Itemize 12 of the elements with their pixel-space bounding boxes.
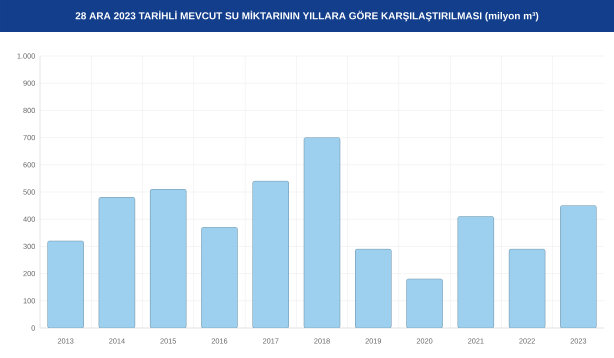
bar (406, 278, 443, 328)
bar (304, 137, 340, 328)
bar (150, 189, 186, 328)
bar (201, 227, 238, 328)
bar (560, 205, 597, 328)
bar (47, 240, 84, 328)
bar (252, 180, 289, 328)
bar (355, 248, 392, 328)
bar (508, 248, 546, 328)
bar (98, 197, 136, 328)
bar (458, 216, 494, 328)
chart-title: 28 ARA 2023 TARİHLİ MEVCUT SU MİKTARININ YILLARA GÖRE KARŞILAŞTIRILMASI (milyon m³) (76, 10, 538, 22)
